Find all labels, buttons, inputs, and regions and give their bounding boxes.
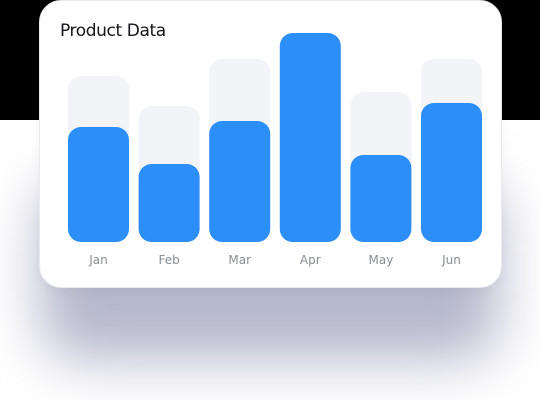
x-tick-label-apr: Apr — [300, 253, 321, 267]
bar-chart: Jan Feb Mar Apr May Jun — [68, 33, 482, 267]
x-tick-label-feb: Feb — [158, 253, 179, 267]
bar-jan — [68, 127, 129, 242]
bar-may — [350, 155, 412, 242]
bar-mar — [209, 121, 271, 242]
x-tick-label-may: May — [368, 253, 393, 267]
x-tick-label-mar: Mar — [228, 253, 251, 267]
bar-apr — [279, 33, 341, 242]
bar-jun — [421, 103, 482, 242]
chart-card: Product Data Jan Feb Mar Apr May Jun — [39, 0, 502, 288]
x-tick-label-jun: Jun — [441, 253, 461, 267]
chart-title: Product Data — [60, 21, 166, 41]
x-tick-label-jan: Jan — [88, 253, 108, 267]
bar-feb — [138, 164, 200, 242]
